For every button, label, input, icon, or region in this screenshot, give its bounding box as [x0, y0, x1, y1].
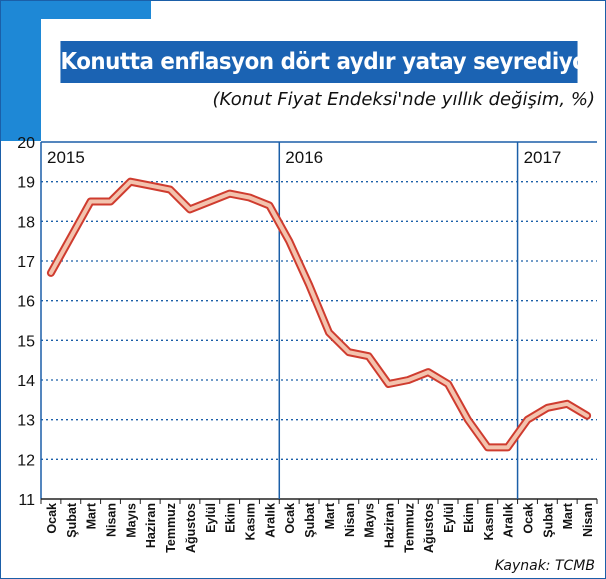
data-point — [446, 382, 450, 386]
x-tick-label: Mayıs — [363, 503, 377, 538]
data-point — [546, 406, 549, 409]
data-point — [307, 283, 311, 286]
data-point — [526, 418, 529, 421]
chart-subtitle: (Konut Fiyat Endeksi'nde yıllık değişim,… — [212, 89, 595, 110]
year-label: 2016 — [285, 148, 323, 167]
y-tick-label: 16 — [17, 294, 35, 311]
data-point — [387, 382, 390, 386]
x-tick-label: Aralık — [502, 503, 516, 538]
x-tick-label: Eylül — [204, 503, 218, 533]
data-point — [466, 418, 470, 421]
x-tick-label: Nisan — [343, 503, 357, 537]
x-tick-label: Ocak — [522, 503, 536, 534]
data-point — [288, 239, 291, 243]
data-point — [69, 236, 72, 239]
x-tick-label: Ağustos — [422, 503, 436, 553]
x-tick-label: Temmuz — [164, 503, 178, 553]
x-tick-label: Kasım — [482, 503, 496, 541]
data-point — [327, 331, 331, 334]
x-tick-label: Kasım — [244, 503, 258, 541]
data-point — [566, 402, 569, 405]
x-tick-label: Şubat — [303, 502, 317, 538]
data-point — [585, 414, 589, 417]
x-tick-label: Haziran — [383, 503, 397, 548]
y-tick-label: 20 — [17, 135, 35, 152]
chart-title: Konutta enflasyon dört aydır yatay seyre… — [60, 41, 597, 83]
y-tick-label: 11 — [18, 492, 35, 509]
x-tick-label: Ocak — [45, 503, 59, 534]
year-label: 2017 — [524, 148, 562, 167]
y-tick-label: 13 — [17, 413, 35, 430]
x-tick-label: Mart — [323, 502, 337, 529]
x-tick-label: Mart — [85, 502, 99, 529]
x-tick-label: Şubat — [65, 502, 79, 538]
x-tick-label: Eylül — [442, 503, 456, 533]
data-point — [248, 196, 251, 199]
data-point — [506, 446, 509, 449]
x-tick-label: Nisan — [105, 503, 119, 537]
x-tick-label: Ekim — [462, 503, 476, 533]
data-point — [129, 180, 132, 183]
data-point — [228, 192, 231, 195]
data-point — [407, 378, 410, 382]
accent-band-left — [1, 1, 41, 141]
data-point — [168, 188, 172, 191]
x-tick-label: Ağustos — [184, 503, 198, 553]
y-tick-label: 17 — [17, 254, 35, 271]
data-point — [486, 446, 489, 449]
x-tick-label: Ekim — [224, 503, 238, 533]
data-point — [427, 370, 430, 374]
x-tick-label: Ocak — [283, 503, 297, 534]
data-point — [49, 271, 53, 275]
x-tick-label: Şubat — [541, 502, 555, 538]
data-point — [109, 200, 112, 203]
data-point — [347, 351, 350, 354]
x-tick-label: Nisan — [581, 503, 595, 537]
year-label: 2015 — [47, 148, 85, 167]
y-tick-label: 19 — [17, 175, 35, 192]
x-tick-label: Mayıs — [124, 503, 138, 538]
x-tick-label: Aralık — [263, 503, 277, 538]
data-point — [188, 208, 192, 211]
data-point — [268, 204, 271, 207]
data-point — [208, 200, 211, 203]
y-tick-label: 18 — [17, 214, 35, 231]
y-tick-label: 14 — [17, 373, 35, 390]
x-tick-label: Haziran — [144, 503, 158, 548]
y-tick-label: 15 — [17, 333, 35, 350]
x-tick-label: Temmuz — [402, 503, 416, 553]
x-tick-label: Mart — [561, 502, 575, 529]
data-point — [367, 355, 370, 358]
y-tick-label: 12 — [17, 452, 35, 469]
series-line — [48, 179, 590, 450]
data-point — [149, 184, 152, 187]
source-label: Kaynak: TCMB — [490, 557, 599, 575]
data-point — [89, 200, 92, 203]
